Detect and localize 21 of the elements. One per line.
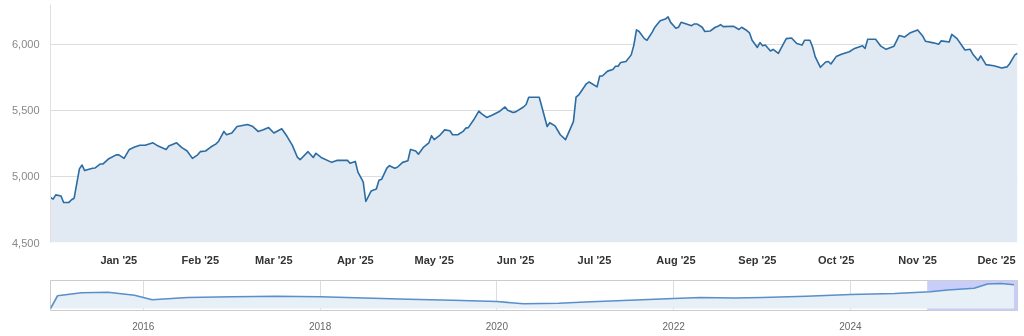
x-tick-label: Oct '25 bbox=[818, 253, 855, 266]
x-tick-label: 2020 bbox=[485, 320, 509, 332]
y-tick-label: 4,500 bbox=[11, 236, 40, 249]
x-tick-label: Jul '25 bbox=[577, 253, 612, 266]
x-tick-label: 2016 bbox=[132, 320, 155, 332]
x-tick-label: Aug '25 bbox=[656, 253, 696, 266]
x-tick-label: Jun '25 bbox=[496, 253, 535, 266]
x-tick-label: 2022 bbox=[662, 320, 686, 332]
x-tick-label: Mar '25 bbox=[255, 253, 293, 266]
x-tick-label: May '25 bbox=[414, 253, 454, 266]
y-tick-label: 5,000 bbox=[11, 170, 40, 183]
y-tick-label: 6,000 bbox=[11, 38, 40, 51]
x-tick-label: Dec '25 bbox=[977, 253, 1016, 266]
y-tick-label: 5,500 bbox=[11, 104, 40, 117]
x-tick-label: 2018 bbox=[308, 320, 332, 332]
x-tick-label: Apr '25 bbox=[336, 253, 374, 266]
x-tick-label: Nov '25 bbox=[898, 253, 938, 266]
x-tick-label: Feb '25 bbox=[181, 253, 220, 266]
x-tick-label: Jan '25 bbox=[100, 253, 138, 266]
x-tick-label: 2024 bbox=[839, 320, 862, 332]
x-tick-label: Sep '25 bbox=[738, 253, 777, 266]
